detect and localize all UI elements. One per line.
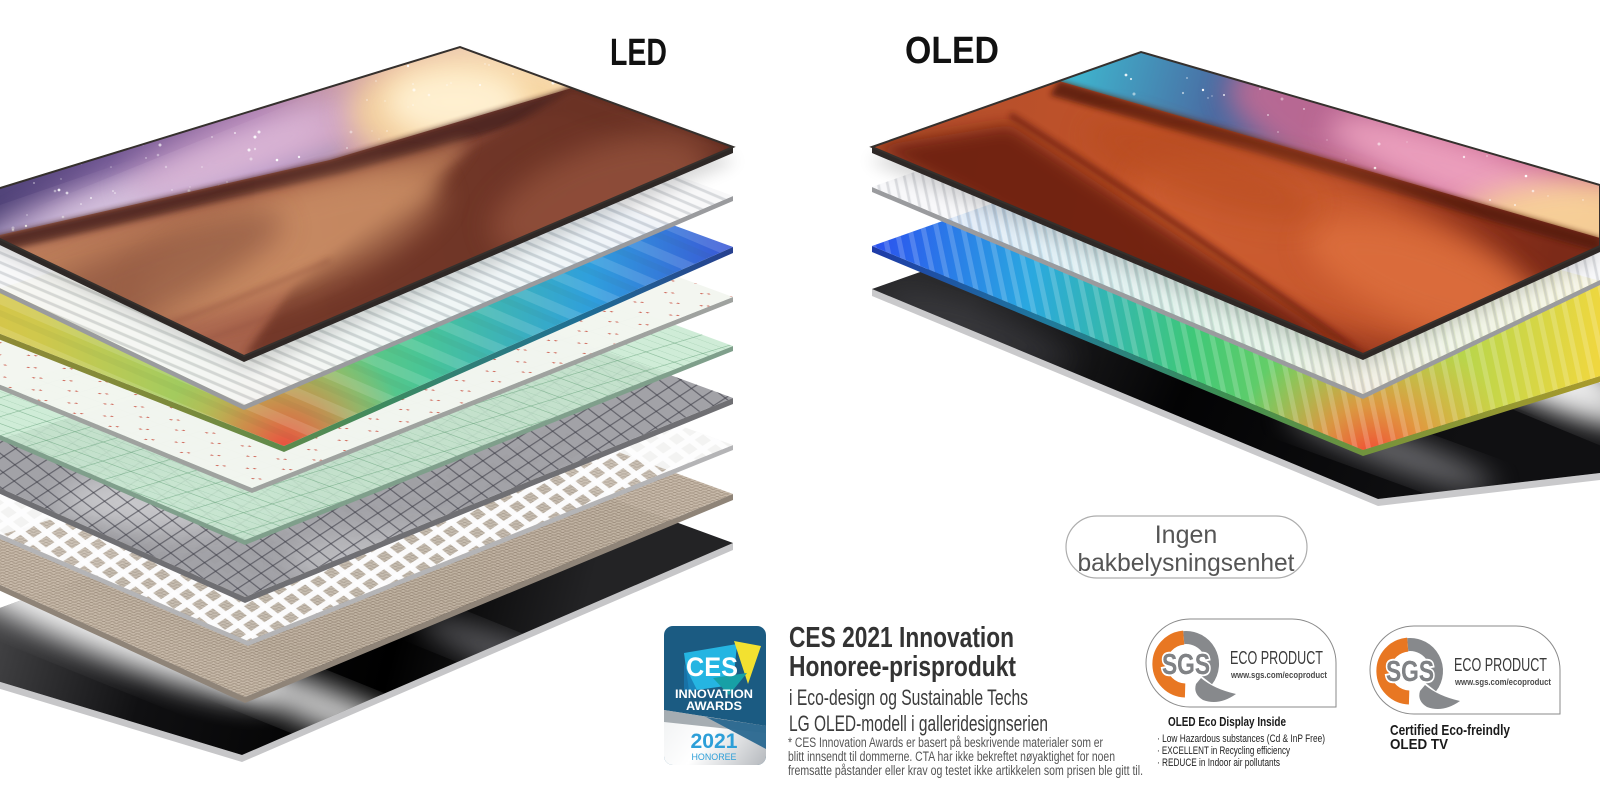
svg-text:AWARDS: AWARDS (686, 701, 742, 713)
svg-text:Ingen: Ingen (1155, 521, 1218, 549)
svg-text:HONOREE: HONOREE (692, 752, 737, 762)
svg-text:bakbelysningsenhet: bakbelysningsenhet (1078, 549, 1295, 577)
svg-text:SGS: SGS (1162, 649, 1210, 681)
svg-text:· Low Hazardous substances (Cd: · Low Hazardous substances (Cd & InP Fre… (1157, 733, 1325, 745)
svg-text:ECO PRODUCT: ECO PRODUCT (1230, 648, 1323, 668)
svg-text:· REDUCE in Indoor air polluta: · REDUCE in Indoor air pollutants (1157, 757, 1280, 769)
svg-text:SGS: SGS (1162, 649, 1210, 681)
svg-text:INNOVATION: INNOVATION (675, 689, 753, 701)
svg-text:fremsatte påstander eller krav: fremsatte påstander eller krav og testet… (788, 763, 1143, 778)
svg-text:Honoree-prisprodukt: Honoree-prisprodukt (789, 651, 1016, 683)
svg-text:CES: CES (686, 652, 738, 682)
svg-text:2021: 2021 (691, 730, 738, 753)
svg-text:* CES Innovation Awards er bas: * CES Innovation Awards er basert på bes… (788, 735, 1103, 750)
svg-text:Certified Eco-freindly: Certified Eco-freindly (1390, 722, 1511, 739)
svg-text:OLED: OLED (905, 30, 999, 72)
svg-text:OLED Eco Display Inside: OLED Eco Display Inside (1168, 714, 1286, 729)
svg-text:blitt innsendt til dommerne. C: blitt innsendt til dommerne. CTA har ikk… (788, 749, 1115, 764)
svg-text:i Eco-design og Sustainable Te: i Eco-design og Sustainable Techs (789, 685, 1028, 710)
svg-text:· EXCELLENT in Recycling effic: · EXCELLENT in Recycling efficiency (1157, 745, 1290, 757)
svg-text:SGS: SGS (1386, 656, 1434, 688)
svg-text:CES 2021 Innovation: CES 2021 Innovation (789, 622, 1014, 654)
svg-text:LED: LED (610, 32, 667, 74)
svg-text:www.sgs.com/ecoproduct: www.sgs.com/ecoproduct (1454, 677, 1551, 688)
svg-text:OLED TV: OLED TV (1390, 736, 1448, 753)
svg-text:www.sgs.com/ecoproduct: www.sgs.com/ecoproduct (1230, 670, 1327, 681)
svg-text:ECO PRODUCT: ECO PRODUCT (1454, 655, 1547, 675)
svg-text:LG OLED-modell i galleridesign: LG OLED-modell i galleridesignserien (789, 711, 1048, 736)
svg-text:SGS: SGS (1386, 656, 1434, 688)
